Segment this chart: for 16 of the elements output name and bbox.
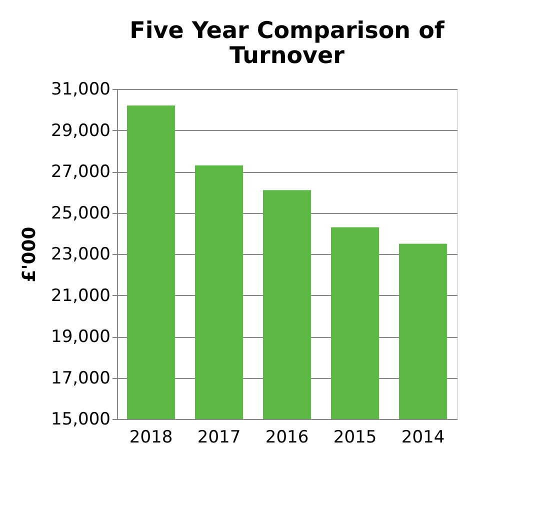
- y-tick-label: 17,000: [51, 368, 110, 388]
- y-tick-label: 23,000: [51, 244, 110, 264]
- y-tick-label: 21,000: [51, 286, 110, 306]
- x-tick-label: 2018: [129, 428, 173, 448]
- x-tick-label: 2016: [265, 428, 309, 448]
- y-tick-label: 31,000: [51, 80, 110, 100]
- chart-title: Five Year Comparison of Turnover: [130, 18, 446, 69]
- x-tick-label: 2017: [197, 428, 241, 448]
- y-tick-label: 29,000: [51, 120, 110, 141]
- y-tick-label: 27,000: [51, 162, 110, 182]
- x-tick-label: 2015: [333, 428, 377, 448]
- y-tick-label: 25,000: [51, 203, 110, 224]
- y-axis-title: £'000: [19, 226, 40, 282]
- y-tick-label: 19,000: [51, 327, 110, 347]
- y-tick-label: 15,000: [51, 410, 110, 430]
- x-tick-label: 2014: [401, 428, 445, 448]
